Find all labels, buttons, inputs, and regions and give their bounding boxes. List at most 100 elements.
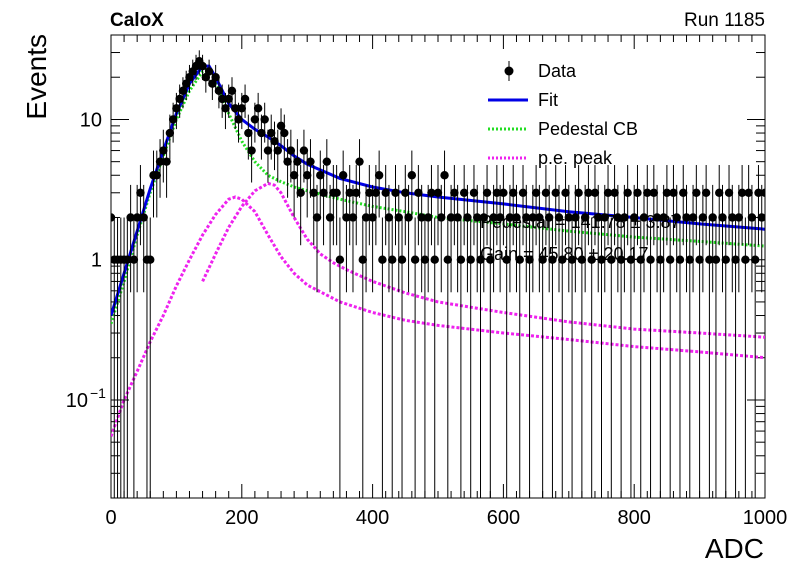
data-point [643, 188, 652, 197]
data-point [338, 171, 348, 180]
data-point [247, 146, 256, 155]
data-point [240, 94, 250, 104]
data-point [724, 188, 734, 197]
data-point [538, 255, 547, 264]
data-point [531, 188, 541, 197]
data-point [505, 213, 515, 222]
data-point [437, 213, 446, 222]
data-point [182, 79, 191, 88]
data-point [430, 255, 439, 264]
data-point [355, 157, 364, 166]
data-point [325, 213, 335, 222]
data-point [414, 188, 423, 197]
legend-label: Pedestal CB [538, 119, 638, 139]
data-point [688, 213, 698, 222]
data-point [760, 188, 765, 197]
data-point [211, 73, 220, 82]
data-point [525, 255, 534, 264]
legend-marker-data [504, 66, 514, 76]
data-point [718, 213, 727, 222]
data-point [214, 86, 224, 96]
data-point [234, 115, 243, 124]
data-point [404, 213, 413, 222]
data-point [561, 188, 570, 197]
data-point [731, 255, 740, 264]
data-point [495, 213, 505, 222]
data-point [603, 188, 613, 197]
data-point [394, 213, 403, 222]
legend-label: Fit [538, 90, 558, 110]
data-point [646, 255, 655, 264]
data-point [473, 213, 482, 222]
data-point [639, 213, 649, 222]
data-point [463, 213, 472, 222]
data-point [597, 255, 606, 264]
data-point [306, 157, 315, 166]
data-point [652, 213, 662, 222]
data-point [750, 255, 760, 264]
data-point [358, 255, 367, 264]
data-point [584, 188, 593, 197]
data-point [221, 104, 230, 113]
data-point [656, 255, 665, 264]
x-axis-label: ADC [705, 533, 764, 564]
data-point [319, 188, 328, 197]
data-point [293, 157, 302, 166]
data-point [407, 171, 417, 180]
data-point [679, 188, 688, 197]
data-point [208, 79, 217, 88]
data-point [423, 213, 433, 222]
data-point [348, 213, 358, 222]
data-point [577, 255, 587, 264]
data-point [361, 213, 371, 222]
data-point [754, 188, 763, 197]
data-point [665, 255, 675, 264]
data-point [420, 255, 430, 264]
data-point [636, 255, 645, 264]
data-point [630, 213, 639, 222]
data-point [499, 188, 508, 197]
x-tick-label: 400 [356, 507, 389, 529]
data-point [649, 188, 659, 197]
data-point [623, 188, 632, 197]
data-point [522, 213, 531, 222]
data-point [175, 94, 184, 104]
data-point [371, 188, 381, 197]
data-point [204, 67, 214, 76]
experiment-label: CaloX [110, 10, 164, 31]
data-point [728, 213, 737, 222]
data-point [685, 255, 694, 264]
data-point [482, 188, 492, 197]
data-point [587, 255, 596, 264]
data-point [381, 188, 390, 197]
data-point [509, 188, 518, 197]
data-point [512, 213, 521, 222]
data-point [456, 255, 466, 264]
data-point [178, 86, 188, 96]
data-point [440, 171, 449, 180]
data-point [198, 61, 207, 71]
plot-content [111, 50, 765, 498]
data-point [244, 128, 253, 138]
data-point [401, 188, 410, 197]
data-point [276, 121, 286, 131]
data-point [701, 188, 711, 197]
data-point [541, 188, 551, 197]
data-point [571, 213, 580, 222]
data-point [633, 188, 642, 197]
data-point [626, 255, 636, 264]
data-point [682, 213, 691, 222]
data-point [669, 188, 678, 197]
data-point [564, 213, 573, 222]
data-point [518, 188, 528, 197]
data-point [528, 213, 538, 222]
data-point [417, 213, 426, 222]
run-label: Run 1185 [684, 10, 765, 31]
data-point [283, 157, 292, 166]
data-point [273, 146, 282, 155]
data-point [342, 213, 351, 222]
data-point [580, 213, 590, 222]
data-point [152, 171, 161, 180]
